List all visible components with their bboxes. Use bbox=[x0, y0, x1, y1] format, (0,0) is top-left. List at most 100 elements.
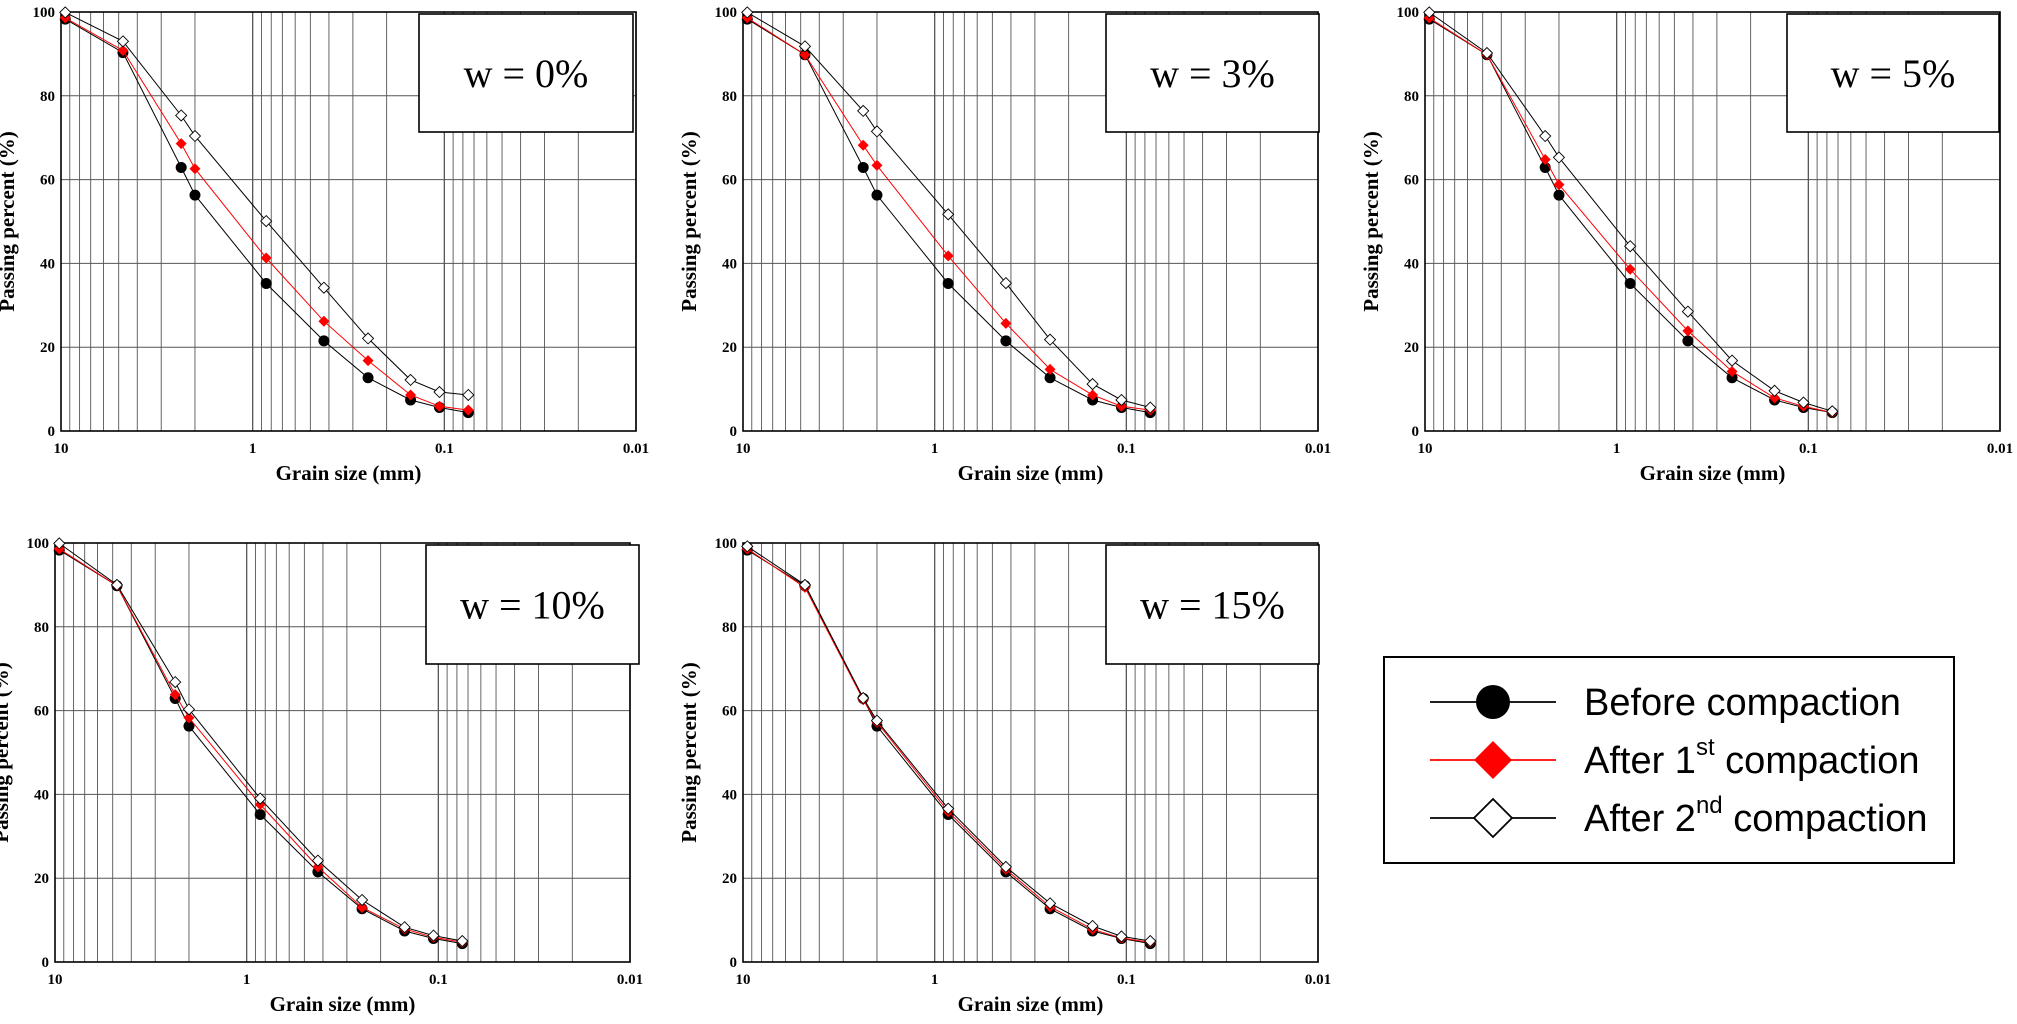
data-point-after-1st bbox=[871, 159, 883, 171]
data-point-after-2nd bbox=[59, 6, 72, 19]
y-tick-label: 80 bbox=[34, 620, 49, 636]
plot-frame bbox=[1424, 11, 2001, 432]
annotation-box-w10 bbox=[425, 544, 640, 665]
annotation-text-w3: w = 3% bbox=[1150, 51, 1275, 96]
data-point-before bbox=[1726, 372, 1738, 384]
plot-frame bbox=[742, 542, 1319, 963]
y-tick-label: 20 bbox=[1404, 340, 1419, 356]
data-point-after-2nd bbox=[1624, 240, 1637, 253]
series-line-after-1st bbox=[65, 17, 469, 411]
series-line-before bbox=[747, 18, 1151, 414]
data-point-before bbox=[1000, 335, 1012, 347]
y-axis-label: Passing percent (%) bbox=[677, 662, 701, 842]
x-tick-label: 10 bbox=[1418, 441, 1433, 457]
y-tick-label: 0 bbox=[42, 955, 50, 971]
y-tick-label: 60 bbox=[40, 173, 55, 189]
data-point-after-2nd bbox=[1086, 919, 1099, 933]
series-line-after-1st bbox=[59, 548, 463, 943]
legend-label-after-1st: After 1st compaction bbox=[1584, 734, 1920, 782]
x-tick-label: 10 bbox=[736, 972, 751, 988]
data-point-after-1st bbox=[857, 139, 869, 151]
legend-label-after-2nd-sup: nd bbox=[1696, 792, 1723, 819]
data-point-after-2nd bbox=[1086, 377, 1099, 391]
data-point-after-1st bbox=[1624, 263, 1636, 275]
data-point-after-2nd bbox=[254, 792, 267, 805]
y-axis-label: Passing percent (%) bbox=[0, 131, 19, 311]
data-point-after-2nd bbox=[1423, 6, 1436, 19]
data-point-after-2nd bbox=[1797, 396, 1810, 409]
series-line-after-2nd bbox=[59, 542, 463, 942]
data-point-before bbox=[175, 161, 187, 173]
data-point-after-2nd bbox=[456, 934, 469, 948]
y-tick-label: 100 bbox=[1397, 5, 1420, 21]
data-point-after-2nd bbox=[182, 703, 196, 716]
data-point-after-1st bbox=[189, 163, 201, 175]
legend-item-after-2nd: After 2nd compaction bbox=[1430, 792, 1928, 840]
data-point-after-2nd bbox=[355, 893, 369, 907]
data-point-after-2nd bbox=[1725, 354, 1739, 367]
data-point-after-2nd bbox=[1826, 405, 1839, 418]
x-axis-label: Grain size (mm) bbox=[270, 992, 416, 1016]
annotation-text-w0: w = 0% bbox=[464, 51, 589, 96]
x-tick-label: 0.1 bbox=[1799, 441, 1818, 457]
y-axis-label: Passing percent (%) bbox=[677, 131, 701, 311]
legend-label-before: Before compaction bbox=[1584, 682, 1901, 724]
y-tick-label: 80 bbox=[40, 89, 55, 105]
data-point-after-2nd bbox=[1480, 46, 1494, 60]
plot-frame bbox=[60, 11, 637, 432]
data-point-after-2nd bbox=[999, 276, 1013, 290]
annotation-text-w10: w = 10% bbox=[460, 583, 605, 628]
annotation-box-w15 bbox=[1105, 544, 1320, 665]
data-point-after-2nd bbox=[1144, 401, 1157, 414]
legend-marker-after-2nd bbox=[1472, 797, 1514, 839]
y-tick-label: 60 bbox=[722, 704, 737, 720]
y-tick-label: 100 bbox=[33, 5, 56, 21]
legend-label-after-1st-sup: st bbox=[1696, 734, 1715, 761]
x-tick-label: 0.1 bbox=[429, 972, 448, 988]
x-axis-label: Grain size (mm) bbox=[958, 992, 1104, 1016]
data-point-after-1st bbox=[1726, 366, 1738, 378]
annotation-box-w0 bbox=[418, 13, 634, 133]
legend-item-after-1st: After 1st compaction bbox=[1430, 734, 1920, 782]
chart-panel-w0: 0 20 40 60 80 100 10 1 0.1 0.01 Grain size (mm) Pas… bbox=[0, 5, 649, 485]
data-point-after-2nd bbox=[462, 388, 475, 402]
y-tick-label: 40 bbox=[34, 787, 49, 803]
x-tick-label: 1 bbox=[931, 441, 939, 457]
annotation-text-w5: w = 5% bbox=[1831, 51, 1956, 96]
data-point-after-2nd bbox=[433, 385, 446, 399]
y-tick-label: 40 bbox=[40, 256, 55, 272]
data-point-after-2nd bbox=[798, 40, 812, 53]
x-tick-label: 0.01 bbox=[1305, 441, 1331, 457]
annotation-box-w5 bbox=[1786, 13, 2000, 133]
data-point-after-2nd bbox=[1043, 333, 1057, 346]
chart-panel-w5: 0 20 40 60 80 100 10 1 0.1 0.01 Grain size (mm) Pas… bbox=[1359, 5, 2013, 485]
y-tick-label: 20 bbox=[34, 871, 49, 887]
data-point-before bbox=[942, 278, 954, 290]
legend-label-after-2nd: After 2nd compaction bbox=[1584, 792, 1928, 840]
series-line-after-1st bbox=[747, 548, 1151, 943]
data-point-before bbox=[189, 189, 201, 201]
data-point-before bbox=[254, 809, 266, 821]
legend-marker-after-1st bbox=[1474, 741, 1512, 779]
data-point-after-2nd bbox=[870, 714, 884, 727]
x-tick-label: 0.1 bbox=[1117, 441, 1136, 457]
x-axis-label: Grain size (mm) bbox=[276, 461, 422, 485]
data-point-after-1st bbox=[1000, 317, 1012, 329]
y-tick-label: 80 bbox=[722, 620, 737, 636]
y-tick-label: 20 bbox=[40, 340, 55, 356]
y-axis-label: Passing percent (%) bbox=[0, 662, 13, 842]
data-point-after-2nd bbox=[857, 104, 870, 118]
legend-label-after-1st-prefix: After 1 bbox=[1584, 740, 1696, 782]
chart-panel-w15: 0 20 40 60 80 100 10 1 0.1 0.01 Grain size (mm) Pas… bbox=[677, 536, 1331, 1016]
y-tick-label: 40 bbox=[1404, 256, 1419, 272]
legend-frame bbox=[1383, 656, 1955, 864]
data-point-after-1st bbox=[169, 689, 181, 701]
data-point-after-1st bbox=[356, 902, 368, 914]
data-point-before bbox=[362, 372, 374, 384]
series-line-after-2nd bbox=[747, 545, 1151, 942]
data-point-after-2nd bbox=[942, 208, 955, 221]
x-axis-label: Grain size (mm) bbox=[1640, 461, 1786, 485]
data-point-before bbox=[260, 278, 272, 290]
data-point-after-2nd bbox=[1043, 897, 1057, 910]
